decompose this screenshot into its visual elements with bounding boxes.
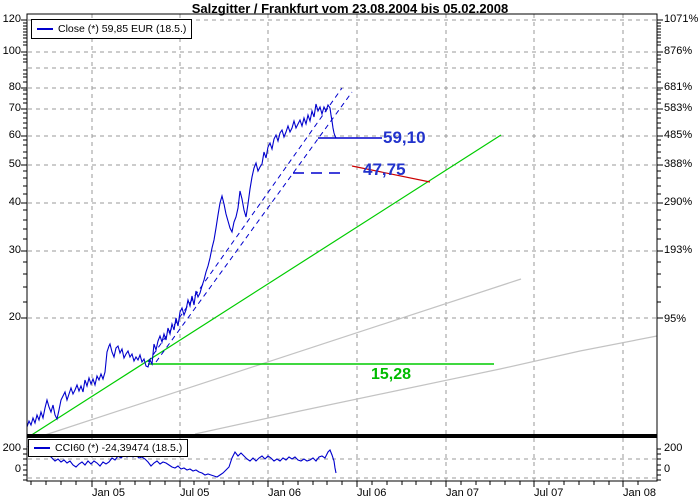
price-legend-label: Close (*) 59,85 EUR (18.5.) bbox=[58, 23, 187, 35]
price-line-sample-icon bbox=[37, 28, 53, 30]
cci-line-sample-icon bbox=[34, 447, 50, 449]
resistance-level-label: 59,10 bbox=[383, 128, 426, 147]
support-level-label: 47,75 bbox=[363, 160, 406, 179]
base-level-label: 15,28 bbox=[371, 366, 412, 383]
chart-title: Salzgitter / Frankfurt vom 23.08.2004 bi… bbox=[191, 1, 509, 16]
price-legend[interactable]: Close (*) 59,85 EUR (18.5.) bbox=[31, 19, 193, 39]
cci-legend-label: CCI60 (*) -24,39474 (18.5.) bbox=[55, 442, 183, 454]
cci-legend[interactable]: CCI60 (*) -24,39474 (18.5.) bbox=[28, 439, 189, 457]
